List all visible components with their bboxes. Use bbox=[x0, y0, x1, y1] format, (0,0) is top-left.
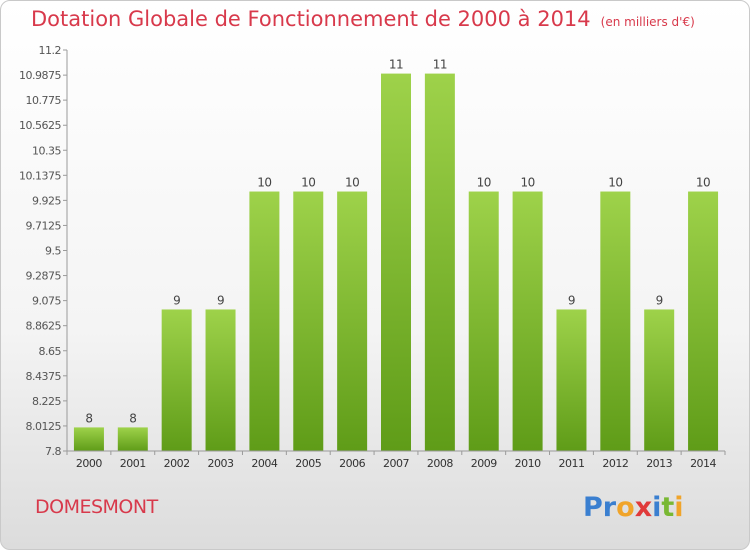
x-tick-label: 2012 bbox=[602, 457, 628, 470]
bar-value-label: 9 bbox=[217, 293, 224, 307]
bar-value-label: 10 bbox=[696, 176, 710, 190]
x-tick-label: 2002 bbox=[164, 457, 190, 470]
x-tick-label: 2010 bbox=[515, 457, 541, 470]
y-tick-label: 11.2 bbox=[39, 44, 62, 57]
y-tick-label: 10.775 bbox=[26, 94, 62, 107]
x-tick-label: 2005 bbox=[295, 457, 321, 470]
bars-group: 8 8 9 9 10 10 10 11 11 10 10 9 10 9 10 bbox=[73, 58, 719, 452]
x-tick-label: 2001 bbox=[120, 457, 146, 470]
x-tick-label: 2011 bbox=[558, 457, 584, 470]
x-tick-label: 2006 bbox=[339, 457, 365, 470]
bar bbox=[688, 191, 719, 451]
bar bbox=[556, 309, 587, 451]
x-tick-label: 2008 bbox=[427, 457, 453, 470]
chart-subtitle: (en milliers d'€) bbox=[600, 15, 695, 29]
chart-title-text: Dotation Globale de Fonctionnement de 20… bbox=[31, 7, 591, 31]
y-axis: 7.8 8.0125 8.225 8.4375 8.65 8.8625 9.075 9.287… bbox=[19, 44, 68, 458]
bar bbox=[161, 309, 192, 451]
proxiti-logo[interactable]: Proxiti bbox=[583, 486, 693, 530]
municipality-name: DOMESMONT bbox=[35, 496, 158, 518]
bar bbox=[117, 427, 148, 451]
bar bbox=[249, 191, 280, 451]
bar bbox=[512, 191, 543, 451]
bar-value-label: 9 bbox=[568, 293, 575, 307]
bar bbox=[600, 191, 631, 451]
svg-text:Proxiti: Proxiti bbox=[583, 492, 684, 523]
y-tick-label: 9.5 bbox=[45, 245, 61, 258]
bar-value-label: 10 bbox=[477, 176, 491, 190]
x-tick-label: 2000 bbox=[76, 457, 102, 470]
chart-title: Dotation Globale de Fonctionnement de 20… bbox=[31, 7, 695, 31]
x-tick-label: 2004 bbox=[251, 457, 277, 470]
bar bbox=[468, 191, 499, 451]
bar bbox=[205, 309, 236, 451]
y-tick-label: 10.5625 bbox=[19, 119, 61, 132]
bar-value-label: 10 bbox=[301, 176, 315, 190]
bar bbox=[293, 191, 324, 451]
y-tick-label: 9.925 bbox=[32, 194, 61, 207]
bar bbox=[424, 73, 455, 452]
bar-value-label: 9 bbox=[173, 293, 180, 307]
bar-value-label: 8 bbox=[85, 411, 92, 425]
x-tick-label: 2009 bbox=[471, 457, 497, 470]
x-tick-label: 2013 bbox=[646, 457, 672, 470]
y-tick-label: 8.0125 bbox=[26, 420, 62, 433]
y-tick-label: 7.8 bbox=[45, 445, 61, 458]
bar-chart: 7.8 8.0125 8.225 8.4375 8.65 8.8625 9.075 9.287… bbox=[19, 44, 726, 470]
y-tick-label: 10.9875 bbox=[19, 69, 61, 82]
bar-value-label: 9 bbox=[656, 293, 663, 307]
y-tick-label: 8.8625 bbox=[26, 320, 62, 333]
bar-value-label: 11 bbox=[389, 58, 403, 72]
y-tick-label: 10.35 bbox=[32, 144, 61, 157]
bar bbox=[381, 73, 411, 452]
bar-value-label: 11 bbox=[433, 58, 447, 72]
proxiti-logo-graphic: Proxiti bbox=[583, 492, 684, 523]
y-tick-label: 8.225 bbox=[32, 395, 61, 408]
bar bbox=[337, 191, 368, 451]
y-tick-label: 8.4375 bbox=[26, 370, 62, 383]
bar bbox=[644, 309, 675, 451]
bar bbox=[73, 427, 104, 451]
y-tick-label: 9.7125 bbox=[26, 219, 62, 232]
y-tick-label: 8.65 bbox=[39, 345, 62, 358]
bar-value-label: 8 bbox=[129, 411, 136, 425]
bar-value-label: 10 bbox=[257, 176, 271, 190]
bar-value-label: 10 bbox=[520, 176, 534, 190]
x-axis: 2000 2001 2002 2003 2004 2005 2006 2007 2008 2009… bbox=[66, 450, 726, 470]
y-tick-label: 9.075 bbox=[32, 295, 61, 308]
y-tick-label: 9.2875 bbox=[26, 270, 62, 283]
y-tick-label: 10.1375 bbox=[19, 169, 61, 182]
bar-value-label: 10 bbox=[345, 176, 359, 190]
x-tick-label: 2007 bbox=[383, 457, 409, 470]
x-tick-label: 2003 bbox=[208, 457, 234, 470]
bar-value-label: 10 bbox=[608, 176, 622, 190]
x-tick-label: 2014 bbox=[690, 457, 716, 470]
